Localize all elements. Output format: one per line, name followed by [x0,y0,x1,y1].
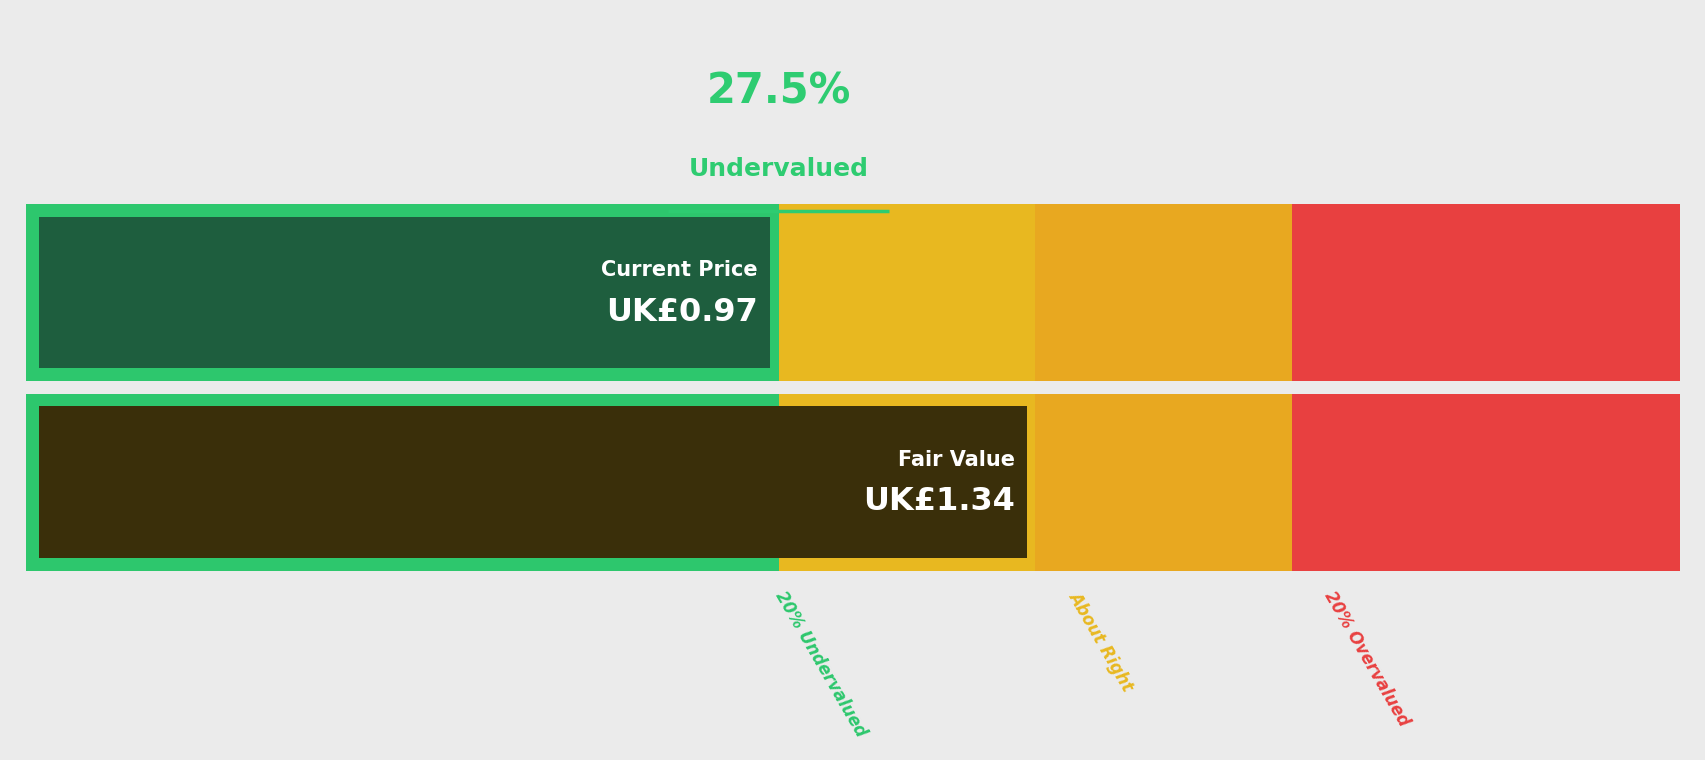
Bar [39,407,1026,558]
Bar [777,394,1035,571]
Text: Fair Value: Fair Value [897,450,1014,470]
Bar [777,204,1035,381]
Text: Current Price: Current Price [602,260,757,280]
Bar [1291,394,1679,571]
Bar [39,217,769,369]
Text: UK£0.97: UK£0.97 [605,297,757,328]
Bar [1035,204,1291,381]
Text: About Right: About Right [1064,588,1136,694]
Bar [1035,394,1291,571]
Text: UK£1.34: UK£1.34 [863,486,1014,518]
Text: 27.5%: 27.5% [706,71,851,112]
Bar [1291,204,1679,381]
Bar [26,204,777,381]
Text: 20% Undervalued: 20% Undervalued [771,588,870,740]
Text: 20% Overvalued: 20% Overvalued [1320,588,1412,730]
Bar [26,394,777,571]
Text: Undervalued: Undervalued [689,157,868,181]
